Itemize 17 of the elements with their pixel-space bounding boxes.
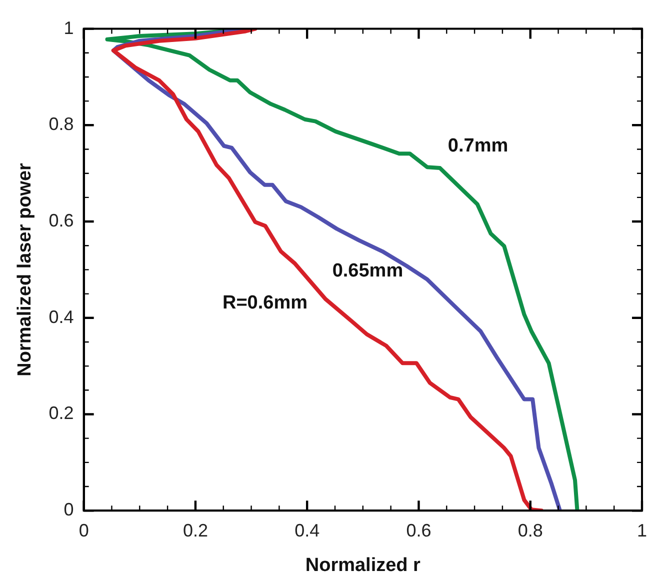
x-tick-label: 0.2 (182, 520, 208, 540)
series-label: R=0.6mm (222, 292, 308, 314)
y-tick-label: 0 (64, 500, 74, 520)
x-tick-label: 0.8 (518, 520, 543, 540)
series-label: 0.7mm (448, 135, 508, 156)
y-tick-label: 0.4 (48, 306, 74, 327)
y-tick-label: 1 (64, 18, 74, 38)
x-tick-label: 1 (636, 520, 647, 540)
series-label: 0.65mm (332, 260, 404, 282)
y-axis-title: Normalized laser power (14, 162, 36, 376)
x-tick-label: 0 (78, 520, 89, 540)
x-axis-title: Normalized r (305, 554, 422, 576)
y-tick-label: 0.2 (48, 403, 74, 424)
x-tick-label: 0.6 (406, 520, 432, 540)
y-tick-label: 0.6 (48, 210, 74, 230)
y-tick-label: 0.8 (48, 114, 74, 134)
x-tick-label: 0.4 (294, 520, 320, 540)
